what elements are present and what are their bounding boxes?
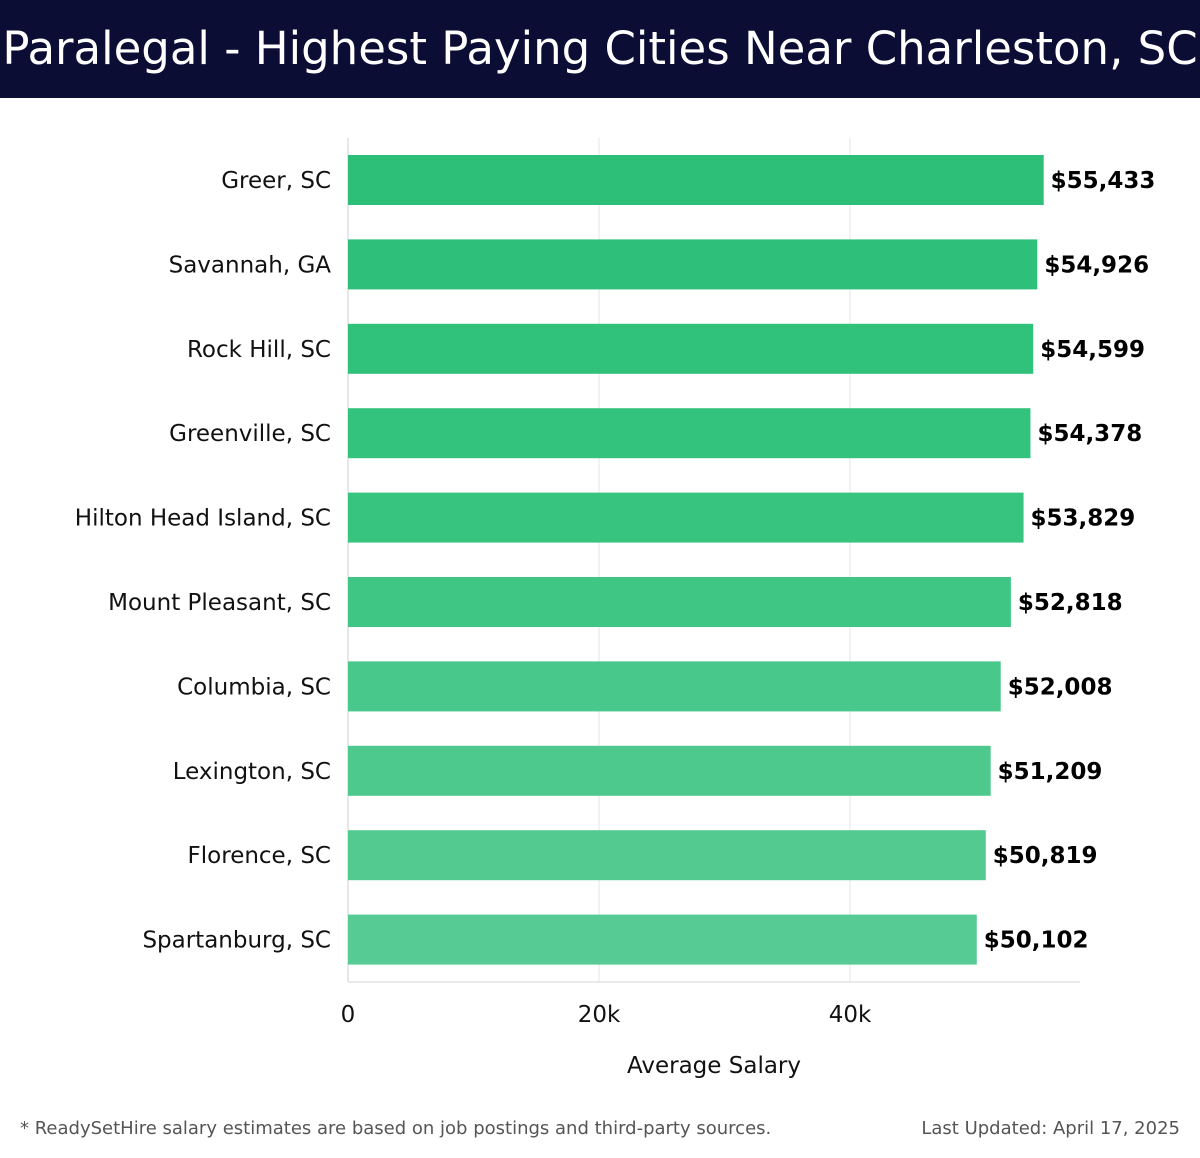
category-label: Columbia, SC [177,674,331,700]
value-label: $54,926 [1044,252,1149,278]
value-label: $52,008 [1008,674,1113,700]
x-tick-label: 40k [829,1002,872,1028]
bar [348,492,1024,543]
bar [348,577,1011,627]
category-label: Greer, SC [221,168,331,194]
x-tick-label: 0 [341,1002,356,1028]
value-label: $55,433 [1051,168,1156,194]
value-label: $53,829 [1031,506,1136,532]
category-label: Mount Pleasant, SC [108,590,331,616]
category-label: Rock Hill, SC [187,337,331,363]
category-label: Florence, SC [188,843,331,869]
labels: 0 20k 40k Greer, SC $55,433 Savannah, GA $54,9… [75,168,1156,1079]
bar [348,323,1034,374]
bar [348,155,1044,205]
value-label: $54,378 [1037,421,1142,447]
value-label: $52,818 [1018,590,1123,616]
value-label: $50,102 [984,928,1089,954]
category-label: Spartanburg, SC [142,928,331,954]
value-label: $51,209 [998,759,1103,785]
header-bar: Paralegal - Highest Paying Cities Near C… [0,0,1200,98]
bar [348,239,1038,290]
category-label: Hilton Head Island, SC [75,506,331,532]
x-axis-title: Average Salary [627,1053,801,1079]
bar [348,408,1031,459]
bar [348,745,991,796]
bar [348,661,1001,712]
category-label: Greenville, SC [169,421,331,447]
last-updated: Last Updated: April 17, 2025 [921,1118,1180,1139]
bars [348,155,1044,965]
category-label: Savannah, GA [169,252,332,278]
value-label: $50,819 [993,843,1098,869]
page-title: Paralegal - Highest Paying Cities Near C… [2,22,1198,75]
bar-chart: 0 20k 40k Greer, SC $55,433 Savannah, GA $54,9… [75,138,1156,1079]
value-label: $54,599 [1040,337,1145,363]
bar [348,914,977,965]
x-tick-label: 20k [578,1002,621,1028]
category-label: Lexington, SC [173,759,331,785]
bar [348,830,986,881]
footnote: * ReadySetHire salary estimates are base… [20,1118,772,1139]
